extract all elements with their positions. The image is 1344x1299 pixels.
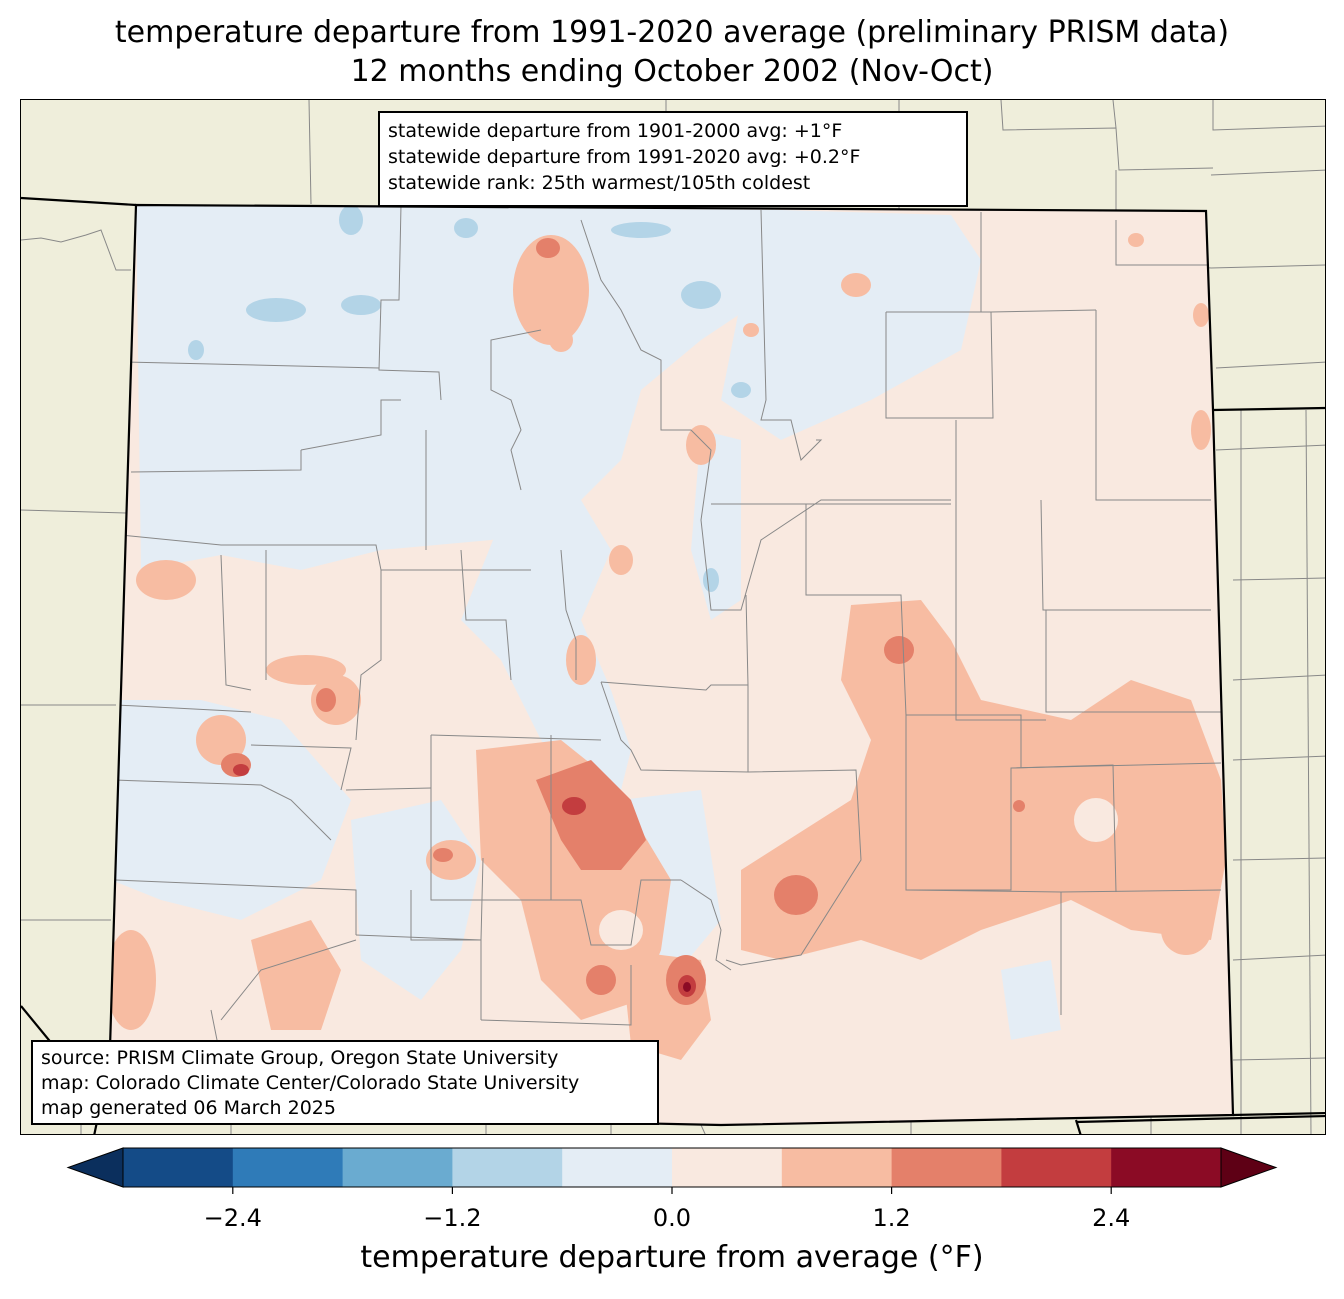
map-frame [20, 99, 1326, 1135]
colorbar-segment [891, 1148, 1002, 1187]
colorbar-segment [123, 1148, 234, 1187]
colorbar-tick-label: 2.4 [1092, 1204, 1131, 1232]
colorbar-tick-label: −2.4 [203, 1204, 262, 1232]
colorbar-segment [232, 1148, 344, 1187]
stats-line-rank: statewide rank: 25th warmest/105th colde… [388, 172, 811, 194]
colorbar-segment [1111, 1148, 1222, 1187]
colorbar-segment [562, 1148, 673, 1187]
colorbar-tick-label: −1.2 [423, 1204, 482, 1232]
statewide-stats-box: statewide departure from 1901-2000 avg: … [378, 111, 968, 207]
anomaly-field [108, 205, 1233, 1125]
map-credit-line: map: Colorado Climate Center/Colorado St… [41, 1072, 580, 1094]
source-credit-box: source: PRISM Climate Group, Oregon Stat… [31, 1040, 659, 1125]
colorbar-tick-label: 1.2 [872, 1204, 911, 1232]
colorbar [66, 1147, 1278, 1194]
colorbar-segment [672, 1148, 783, 1187]
colorbar-tick-label: 0.0 [652, 1204, 692, 1232]
generated-date-line: map generated 06 March 2025 [41, 1097, 336, 1119]
stats-line-1901-2000: statewide departure from 1901-2000 avg: … [388, 120, 843, 142]
colorado-anomaly-map [21, 100, 1325, 1134]
colorbar-under-arrow [66, 1147, 124, 1188]
colorbar-segment [1001, 1148, 1112, 1187]
colorbar-over-arrow [1220, 1147, 1278, 1188]
colorbar-segment [452, 1148, 563, 1187]
map-title-line-2: 12 months ending October 2002 (Nov-Oct) [350, 54, 994, 89]
colorbar-segment [342, 1148, 453, 1187]
stats-line-1991-2020: statewide departure from 1991-2020 avg: … [388, 146, 861, 168]
source-line: source: PRISM Climate Group, Oregon Stat… [41, 1047, 559, 1069]
colorbar-label: temperature departure from average (°F) [360, 1240, 984, 1275]
map-title-line-1: temperature departure from 1991-2020 ave… [114, 15, 1230, 50]
colorbar-segment [781, 1148, 893, 1187]
